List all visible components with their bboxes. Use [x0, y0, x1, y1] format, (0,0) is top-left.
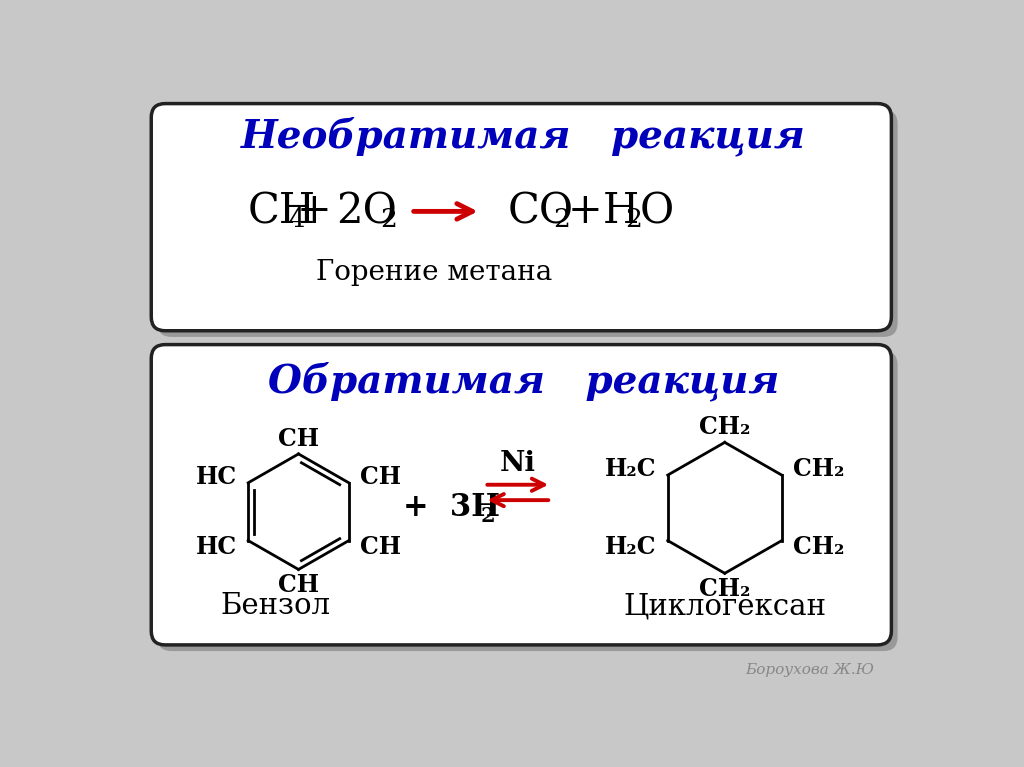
Text: CH₂: CH₂ [699, 415, 751, 439]
Text: 2: 2 [380, 207, 396, 232]
Text: CH: CH [359, 465, 400, 489]
Text: HC: HC [197, 535, 238, 558]
Text: Обратимая   реакция: Обратимая реакция [267, 362, 779, 401]
FancyBboxPatch shape [152, 344, 891, 645]
Text: O: O [640, 190, 674, 232]
Text: +: + [297, 190, 332, 232]
Text: 4: 4 [289, 207, 305, 232]
Text: CH: CH [278, 573, 319, 597]
Text: 2: 2 [554, 207, 570, 232]
Text: CH: CH [248, 190, 316, 232]
Text: +: + [568, 190, 603, 232]
Text: CH₂: CH₂ [699, 577, 751, 601]
Text: CH: CH [359, 535, 400, 558]
FancyBboxPatch shape [158, 351, 898, 651]
Text: Горение метана: Горение метана [316, 259, 552, 287]
Text: CH₂: CH₂ [793, 535, 844, 558]
Text: 2: 2 [480, 505, 496, 525]
Text: CH₂: CH₂ [793, 457, 844, 481]
Text: Бензол: Бензол [220, 592, 331, 621]
Text: Необратимая   реакция: Необратимая реакция [241, 117, 806, 156]
Text: Ni: Ni [500, 450, 536, 477]
Text: H₂C: H₂C [605, 535, 656, 558]
FancyBboxPatch shape [158, 110, 898, 337]
Text: +  3H: + 3H [403, 492, 500, 523]
Text: 2: 2 [625, 207, 642, 232]
Text: HC: HC [197, 465, 238, 489]
Text: H: H [602, 190, 639, 232]
Text: CH: CH [278, 426, 319, 450]
Text: H₂C: H₂C [605, 457, 656, 481]
Text: Бороухова Ж.Ю: Бороухова Ж.Ю [745, 663, 874, 676]
Text: Циклогексан: Циклогексан [624, 592, 826, 621]
FancyBboxPatch shape [152, 104, 891, 331]
Text: CO: CO [508, 190, 573, 232]
Text: 2O: 2O [336, 190, 396, 232]
